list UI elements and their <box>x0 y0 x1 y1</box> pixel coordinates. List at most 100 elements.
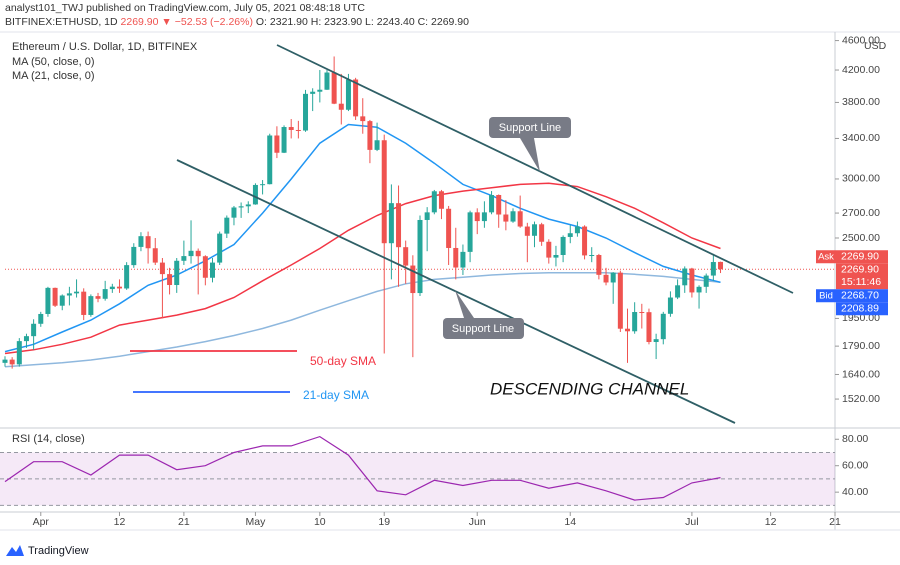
channel-label: DESCENDING CHANNEL <box>490 379 689 398</box>
x-tick-label: Jun <box>469 516 486 528</box>
candle-body <box>116 286 122 289</box>
candle-body <box>138 236 144 247</box>
candle-body <box>696 286 702 293</box>
callout-text: Support Line <box>452 323 514 335</box>
candle-body <box>31 323 37 337</box>
price-badge <box>836 250 888 264</box>
candle-body <box>625 328 630 332</box>
candle-body <box>603 274 609 283</box>
sma21-label: 21-day SMA <box>303 388 369 402</box>
price-tag: Ask <box>818 251 834 262</box>
candle-body <box>174 260 180 286</box>
x-tick-label: 12 <box>114 516 126 528</box>
candle-body <box>95 296 101 299</box>
candle-body <box>167 274 173 286</box>
candle-body <box>38 313 44 324</box>
candle-body <box>510 211 516 222</box>
x-tick-label: Jul <box>685 516 698 528</box>
candle-body <box>66 293 72 296</box>
price-tag-box <box>816 250 836 264</box>
candle-body <box>331 72 337 104</box>
candle-body <box>460 251 466 268</box>
candle-body <box>381 140 387 244</box>
candle-body <box>589 254 595 256</box>
price-badge-label: 2208.89 <box>841 303 879 315</box>
callout-box <box>489 117 571 138</box>
candle-body <box>224 217 230 234</box>
last-price: 2269.90 <box>121 16 159 28</box>
candle-body <box>489 194 495 213</box>
candle-body <box>338 103 344 110</box>
candle-body <box>252 184 258 205</box>
y-tick-label: 80.00 <box>842 433 868 445</box>
y-tick-label: 2500.00 <box>842 232 880 244</box>
y-tick-label: 4200.00 <box>842 64 880 76</box>
publisher-line: analyst101_TWJ published on TradingView.… <box>5 2 365 14</box>
candle-body <box>667 297 673 314</box>
candle-body <box>446 208 452 248</box>
candle-body <box>324 72 330 90</box>
candle-body <box>131 246 137 266</box>
candle-body <box>2 359 8 363</box>
candle-body <box>367 121 373 150</box>
candle-body <box>295 129 301 131</box>
candle-body <box>632 312 638 332</box>
trendline-upper <box>276 44 794 294</box>
x-tick-label: May <box>246 516 267 528</box>
candle-body <box>317 89 323 92</box>
callout-box <box>443 318 524 339</box>
candle-body <box>388 203 394 244</box>
logo <box>6 545 24 556</box>
candle-body <box>410 265 416 294</box>
candle-body <box>617 272 623 329</box>
candle-body <box>281 127 287 153</box>
candle-body <box>653 339 659 343</box>
candle-body <box>710 262 716 276</box>
ohlc: O: 2321.90 H: 2323.90 L: 2243.40 C: 2269… <box>256 16 469 28</box>
candle-body <box>474 212 480 222</box>
candle-body <box>424 212 430 220</box>
candle-body <box>524 226 530 236</box>
price-badge-time: 15:11:46 <box>841 276 881 288</box>
candle-body <box>574 226 580 234</box>
candle-body <box>145 236 151 249</box>
legend-entry: MA (50, close, 0) <box>12 56 95 68</box>
candle-body <box>431 191 437 213</box>
callout-arrow <box>455 290 474 318</box>
candle-body <box>81 291 87 315</box>
candle-body <box>45 287 51 314</box>
candle-body <box>303 93 309 131</box>
candle-body <box>238 206 244 208</box>
candle-body <box>288 127 294 130</box>
rsi-line <box>4 435 721 501</box>
candle-body <box>438 191 444 209</box>
candle-body <box>9 359 15 365</box>
price-badge <box>836 302 888 316</box>
candle-body <box>360 116 366 122</box>
change: ▼ −52.53 (−2.26%) <box>161 16 253 28</box>
price-badge-label: 2269.90 <box>841 264 879 276</box>
candle-body <box>560 236 566 255</box>
x-tick-label: 10 <box>314 516 326 528</box>
candle-body <box>353 79 359 117</box>
y-tick-label: 40.00 <box>842 486 868 498</box>
candle-body <box>610 272 616 283</box>
price-badge-label: 2269.90 <box>841 251 879 263</box>
candle-body <box>675 285 681 298</box>
candle-body <box>481 212 487 222</box>
candle-body <box>553 254 559 258</box>
candle-body <box>453 247 459 268</box>
x-tick-label: 21 <box>178 516 190 528</box>
candle-body <box>231 207 237 218</box>
y-tick-label: 60.00 <box>842 459 868 471</box>
chart-title: Ethereum / U.S. Dollar, 1D, BITFINEX <box>12 41 198 53</box>
plot-layer: 1520.001640.001790.001950.002500.002700.… <box>0 34 888 528</box>
candle-body <box>109 286 115 290</box>
x-tick-label: 14 <box>564 516 576 528</box>
candle-body <box>217 233 223 263</box>
candle-body <box>639 312 645 314</box>
candle-body <box>582 226 588 256</box>
candle-body <box>703 275 709 287</box>
